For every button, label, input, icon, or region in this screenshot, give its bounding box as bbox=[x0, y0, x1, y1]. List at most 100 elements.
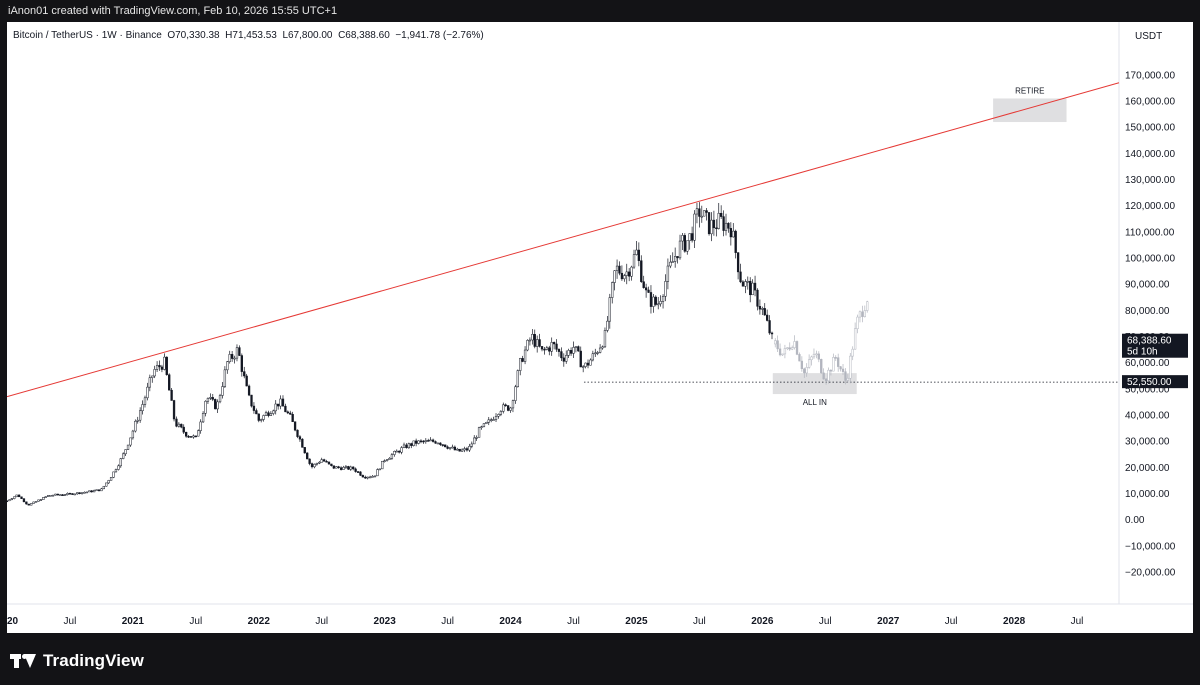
candle-body bbox=[572, 347, 575, 354]
candle-body bbox=[536, 339, 539, 347]
candle-body bbox=[722, 216, 725, 231]
y-tick-label: 0.00 bbox=[1125, 515, 1145, 526]
candle-body bbox=[419, 440, 423, 443]
candle-body bbox=[736, 252, 740, 273]
price-chart[interactable]: 170,000.00 160,000.00 150,000.00 140,000.00… bbox=[7, 22, 1193, 633]
candle-body bbox=[514, 386, 517, 401]
candle-body bbox=[342, 466, 345, 470]
brand[interactable]: TradingView bbox=[10, 651, 144, 671]
candle-body bbox=[136, 419, 139, 422]
candle-body bbox=[453, 446, 457, 451]
candle-body bbox=[122, 453, 125, 459]
candle-body bbox=[192, 435, 195, 438]
candle-body bbox=[262, 415, 265, 420]
candle-body bbox=[761, 308, 764, 310]
candle-body bbox=[107, 480, 110, 484]
candle-body bbox=[751, 282, 754, 296]
candle-body bbox=[204, 400, 207, 414]
candle-body bbox=[681, 235, 684, 242]
candle-body bbox=[768, 320, 771, 334]
candle-body bbox=[574, 346, 578, 348]
candle-body bbox=[451, 446, 454, 449]
candle-body bbox=[710, 219, 713, 235]
candle-body bbox=[611, 282, 614, 298]
candle-body bbox=[325, 461, 328, 463]
candle-body bbox=[308, 458, 311, 464]
candle-body bbox=[238, 347, 241, 356]
candle-body bbox=[734, 230, 737, 253]
candle-body bbox=[381, 460, 384, 470]
candle-body bbox=[349, 466, 352, 470]
candle-body bbox=[410, 443, 413, 446]
brand-name: TradingView bbox=[43, 651, 144, 670]
candle-body bbox=[678, 240, 682, 259]
price-candles bbox=[7, 202, 774, 506]
y-tick-label: 90,000.00 bbox=[1125, 280, 1170, 291]
candle-body bbox=[853, 328, 857, 350]
candle-body bbox=[628, 271, 631, 277]
candle-body bbox=[606, 320, 609, 331]
candle-body bbox=[422, 440, 425, 443]
candle-body bbox=[63, 494, 67, 496]
candle-body bbox=[827, 369, 830, 382]
candle-body bbox=[293, 421, 297, 431]
candle-body bbox=[543, 348, 546, 351]
x-tick-label: 2021 bbox=[122, 616, 145, 627]
y-tick-label: 110,000.00 bbox=[1125, 227, 1175, 238]
candle-body bbox=[523, 349, 527, 362]
candle-body bbox=[560, 351, 563, 359]
legend-low: L67,800.00 bbox=[282, 30, 333, 41]
candle-body bbox=[27, 503, 30, 506]
y-tick-label: 80,000.00 bbox=[1125, 306, 1170, 317]
candle-body bbox=[644, 287, 648, 291]
candle-body bbox=[7, 500, 9, 503]
candle-body bbox=[129, 437, 132, 446]
zone-label: ALL IN bbox=[803, 398, 827, 407]
candle-body bbox=[276, 403, 280, 407]
candle-body bbox=[671, 261, 674, 263]
candle-body bbox=[51, 494, 55, 497]
candle-body bbox=[615, 265, 619, 271]
candle-body bbox=[705, 210, 708, 213]
candle-body bbox=[388, 458, 391, 460]
y-tick-label: 160,000.00 bbox=[1125, 97, 1175, 108]
candle-body bbox=[383, 460, 386, 462]
candle-body bbox=[235, 347, 239, 359]
candle-body bbox=[211, 397, 214, 400]
candle-body bbox=[73, 493, 76, 496]
candle-body bbox=[562, 357, 565, 362]
candle-body bbox=[373, 475, 377, 478]
candle-body bbox=[359, 471, 362, 476]
target-zone bbox=[993, 98, 1067, 123]
candle-body bbox=[807, 359, 811, 368]
candle-body bbox=[371, 476, 374, 478]
candle-body bbox=[97, 489, 101, 492]
candle-body bbox=[863, 310, 866, 317]
candle-body bbox=[255, 410, 258, 415]
candle-body bbox=[635, 249, 638, 255]
candle-body bbox=[669, 261, 672, 267]
candle-body bbox=[378, 468, 381, 471]
candle-body bbox=[189, 436, 193, 438]
candle-body bbox=[480, 426, 483, 428]
candle-body bbox=[155, 365, 159, 370]
candle-body bbox=[739, 271, 742, 283]
candle-body bbox=[647, 289, 650, 293]
candle-body bbox=[322, 459, 326, 462]
last-price-tag bbox=[1122, 333, 1188, 358]
candle-body bbox=[143, 397, 147, 405]
candle-body bbox=[849, 355, 852, 379]
candle-body bbox=[548, 347, 551, 352]
candle-body bbox=[502, 404, 505, 412]
candle-body bbox=[250, 394, 253, 407]
chart-panel[interactable]: 170,000.00 160,000.00 150,000.00 140,000.00… bbox=[7, 22, 1193, 633]
candle-body bbox=[180, 423, 183, 428]
candle-body bbox=[49, 495, 52, 497]
y-tick-label: 120,000.00 bbox=[1125, 201, 1175, 212]
candle-body bbox=[441, 444, 444, 446]
candle-body bbox=[395, 450, 398, 453]
candle-body bbox=[439, 442, 442, 445]
candle-body bbox=[344, 466, 348, 468]
candle-body bbox=[332, 465, 335, 469]
y-tick-label: 170,000.00 bbox=[1125, 70, 1175, 81]
